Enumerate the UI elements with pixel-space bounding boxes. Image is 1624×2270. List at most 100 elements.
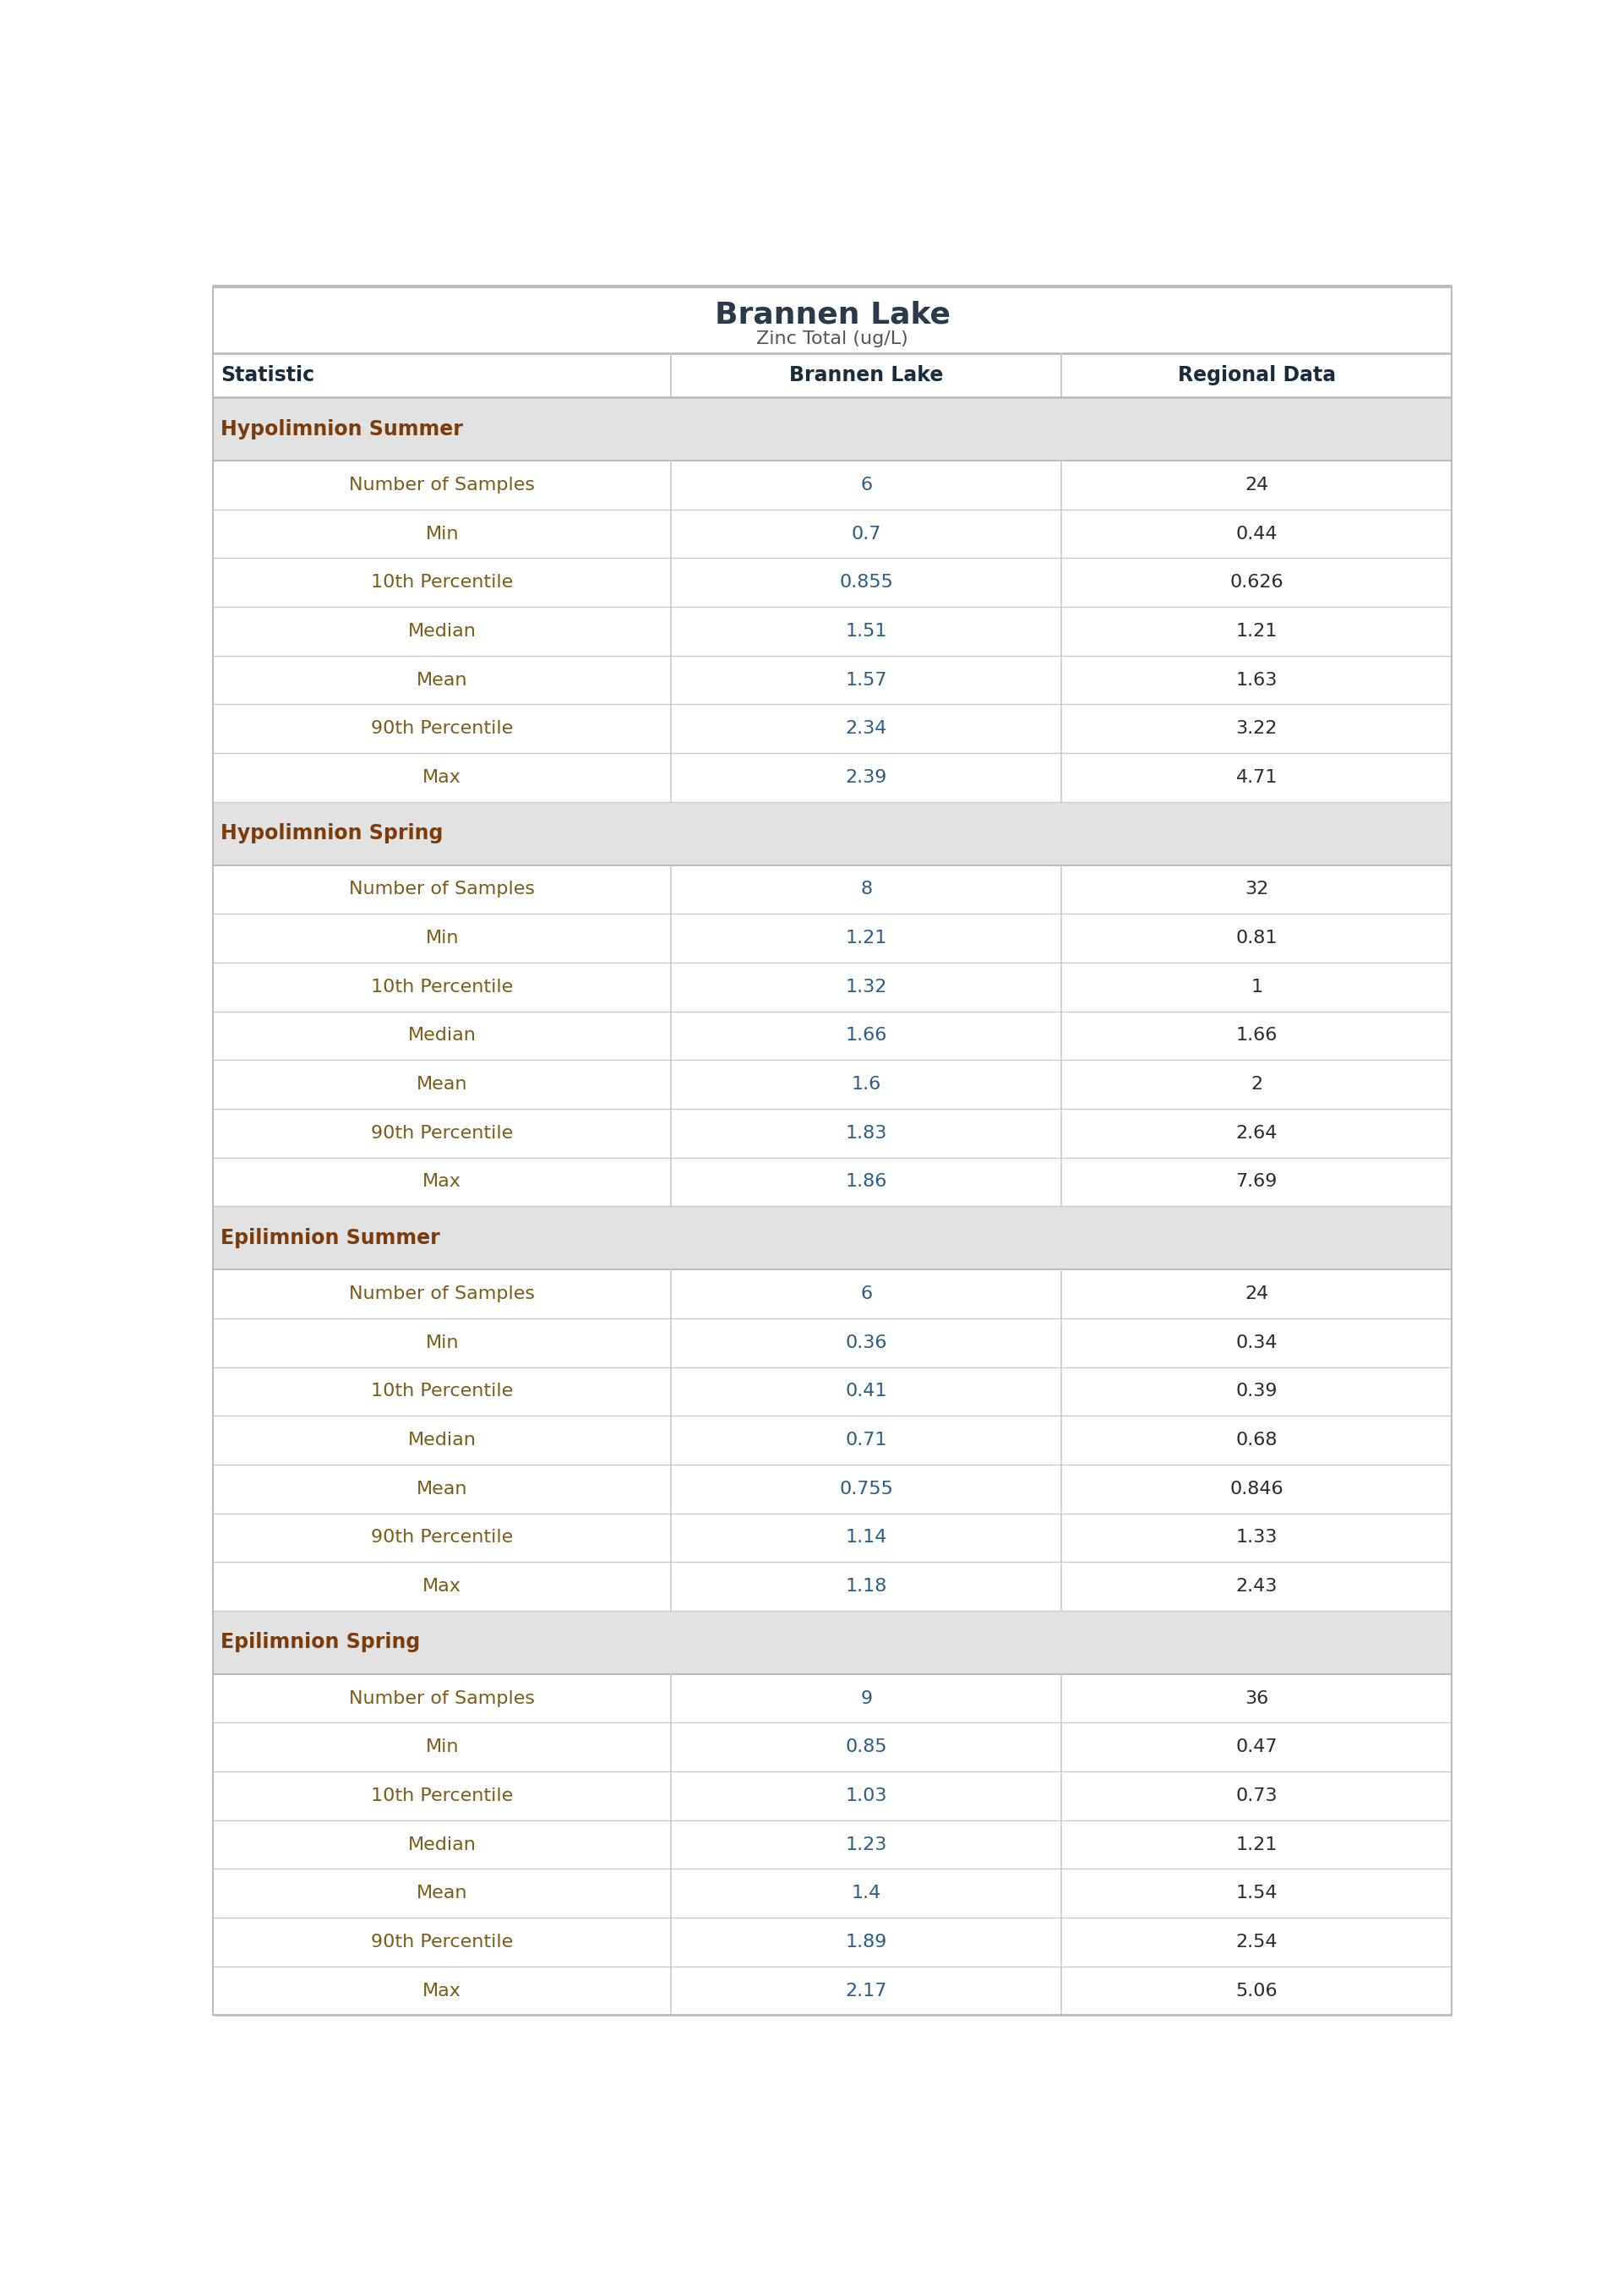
- Text: Median: Median: [408, 1836, 476, 1852]
- Text: Min: Min: [425, 931, 458, 947]
- Bar: [213, 962, 1452, 1012]
- Bar: [213, 1158, 1452, 1205]
- Text: Max: Max: [422, 1174, 461, 1189]
- Text: Min: Min: [425, 1739, 458, 1755]
- Text: Epilimnion Spring: Epilimnion Spring: [221, 1632, 421, 1653]
- Bar: [213, 461, 1452, 508]
- Text: 90th Percentile: 90th Percentile: [370, 1934, 513, 1950]
- Bar: [213, 1868, 1452, 1918]
- Bar: [213, 1012, 1452, 1060]
- Text: Number of Samples: Number of Samples: [349, 1285, 534, 1303]
- Text: 24: 24: [1244, 1285, 1268, 1303]
- Text: Median: Median: [408, 1432, 476, 1448]
- Text: Max: Max: [422, 1982, 461, 2000]
- Bar: [213, 1319, 1452, 1367]
- Text: Regional Data: Regional Data: [1177, 365, 1335, 386]
- Bar: [213, 1269, 1452, 1319]
- Text: 0.36: 0.36: [846, 1335, 887, 1351]
- Bar: [213, 915, 1452, 962]
- Bar: [213, 1205, 1452, 1269]
- Bar: [213, 1416, 1452, 1464]
- Text: 1.23: 1.23: [846, 1836, 887, 1852]
- Text: 1.63: 1.63: [1236, 672, 1278, 688]
- Bar: [213, 1673, 1452, 1723]
- Text: Median: Median: [408, 1028, 476, 1044]
- Text: Number of Samples: Number of Samples: [349, 1689, 534, 1707]
- Text: 5.06: 5.06: [1236, 1982, 1278, 2000]
- Text: 1.89: 1.89: [846, 1934, 887, 1950]
- Bar: [213, 801, 1452, 865]
- Bar: [213, 1612, 1452, 1673]
- Text: Mean: Mean: [416, 1076, 468, 1092]
- Text: 90th Percentile: 90th Percentile: [370, 1124, 513, 1142]
- Text: 1.83: 1.83: [846, 1124, 887, 1142]
- Text: 2: 2: [1250, 1076, 1262, 1092]
- Text: 0.44: 0.44: [1236, 524, 1278, 543]
- Text: 7.69: 7.69: [1236, 1174, 1278, 1189]
- Text: Number of Samples: Number of Samples: [349, 881, 534, 899]
- Text: 2.64: 2.64: [1236, 1124, 1278, 1142]
- Text: 3.22: 3.22: [1236, 720, 1278, 738]
- Text: 0.47: 0.47: [1236, 1739, 1278, 1755]
- Text: 10th Percentile: 10th Percentile: [370, 978, 513, 997]
- Text: 0.71: 0.71: [846, 1432, 887, 1448]
- Text: 1.57: 1.57: [846, 672, 887, 688]
- Bar: [213, 558, 1452, 606]
- Text: 1.66: 1.66: [1236, 1028, 1278, 1044]
- Text: 9: 9: [861, 1689, 872, 1707]
- Bar: [213, 1060, 1452, 1108]
- Text: 1: 1: [1250, 978, 1262, 997]
- Text: 2.39: 2.39: [846, 770, 887, 785]
- Text: 8: 8: [861, 881, 872, 899]
- Text: 1.51: 1.51: [846, 622, 887, 640]
- Text: 1.14: 1.14: [846, 1530, 887, 1546]
- Text: 0.626: 0.626: [1229, 574, 1283, 590]
- Text: 6: 6: [861, 477, 872, 493]
- Text: Number of Samples: Number of Samples: [349, 477, 534, 493]
- Text: 10th Percentile: 10th Percentile: [370, 1382, 513, 1401]
- Text: Hypolimnion Summer: Hypolimnion Summer: [221, 420, 463, 438]
- Text: 1.32: 1.32: [846, 978, 887, 997]
- Text: Statistic: Statistic: [221, 365, 315, 386]
- Text: 1.6: 1.6: [851, 1076, 882, 1092]
- Bar: [213, 1723, 1452, 1771]
- Text: 0.73: 0.73: [1236, 1786, 1278, 1805]
- Text: 1.21: 1.21: [1236, 1836, 1278, 1852]
- Text: 1.03: 1.03: [846, 1786, 887, 1805]
- Bar: [213, 1108, 1452, 1158]
- Text: 0.41: 0.41: [846, 1382, 887, 1401]
- Text: 2.17: 2.17: [846, 1982, 887, 2000]
- Text: 2.54: 2.54: [1236, 1934, 1278, 1950]
- Bar: [213, 1562, 1452, 1612]
- Text: 1.4: 1.4: [851, 1884, 882, 1902]
- Text: Mean: Mean: [416, 1480, 468, 1498]
- Text: 90th Percentile: 90th Percentile: [370, 720, 513, 738]
- Text: 0.755: 0.755: [840, 1480, 893, 1498]
- Bar: [213, 1966, 1452, 2016]
- Text: Median: Median: [408, 622, 476, 640]
- Text: 0.85: 0.85: [846, 1739, 887, 1755]
- Bar: [213, 397, 1452, 461]
- Text: 0.7: 0.7: [851, 524, 882, 543]
- Text: 1.18: 1.18: [846, 1578, 887, 1596]
- Bar: [213, 1367, 1452, 1416]
- Text: 24: 24: [1244, 477, 1268, 493]
- Bar: [213, 508, 1452, 558]
- Text: Max: Max: [422, 770, 461, 785]
- Text: 10th Percentile: 10th Percentile: [370, 574, 513, 590]
- Text: 0.39: 0.39: [1236, 1382, 1278, 1401]
- Text: 0.68: 0.68: [1236, 1432, 1278, 1448]
- Text: 90th Percentile: 90th Percentile: [370, 1530, 513, 1546]
- Text: 1.33: 1.33: [1236, 1530, 1278, 1546]
- Text: 1.54: 1.54: [1236, 1884, 1278, 1902]
- Bar: [213, 1771, 1452, 1821]
- Text: 6: 6: [861, 1285, 872, 1303]
- Text: 0.855: 0.855: [840, 574, 893, 590]
- Bar: [213, 1514, 1452, 1562]
- Text: 1.21: 1.21: [846, 931, 887, 947]
- Text: 0.81: 0.81: [1236, 931, 1278, 947]
- Text: Zinc Total (ug/L): Zinc Total (ug/L): [757, 331, 908, 347]
- Text: 1.21: 1.21: [1236, 622, 1278, 640]
- Text: Min: Min: [425, 524, 458, 543]
- Bar: [213, 1821, 1452, 1868]
